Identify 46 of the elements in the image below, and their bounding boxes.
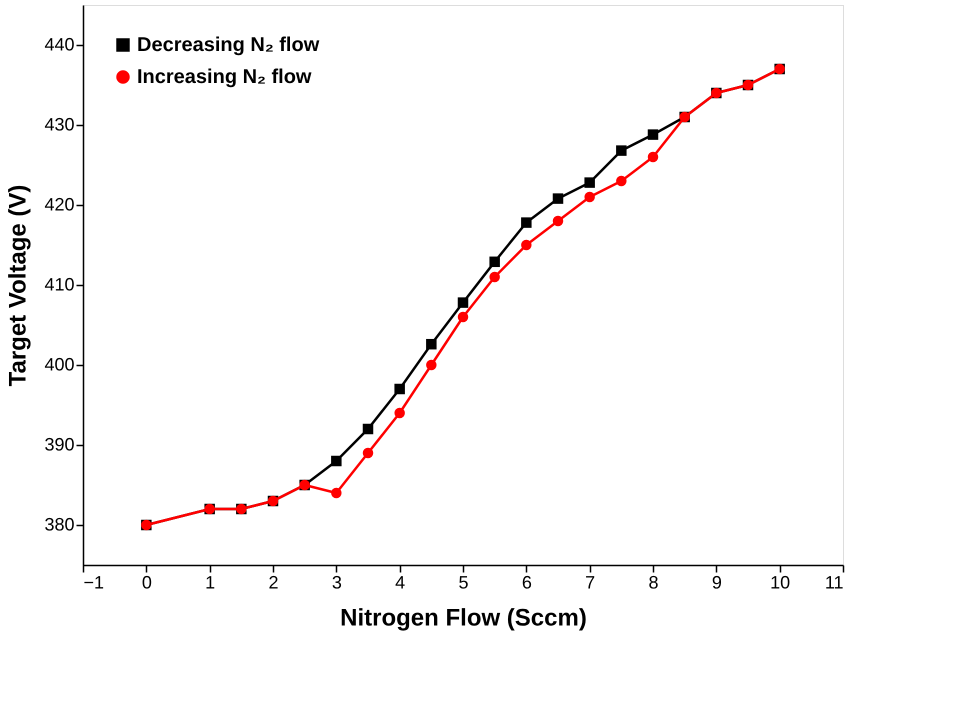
y-tick-label: 410: [44, 274, 74, 294]
point: [489, 272, 500, 282]
x-tick-label: 4: [395, 572, 406, 592]
point: [394, 384, 405, 394]
point: [584, 177, 595, 188]
point: [426, 360, 437, 370]
point: [331, 488, 342, 498]
y-tick-label: 440: [44, 34, 74, 54]
x-tick-label: 1: [205, 572, 216, 592]
legend-label: Increasing N₂ flow: [137, 66, 312, 88]
point: [552, 193, 564, 204]
legend-label: Decreasing N₂ flow: [137, 34, 320, 56]
y-tick-label: 430: [44, 114, 74, 134]
x-tick-label: 5: [458, 572, 469, 592]
point: [331, 456, 342, 466]
x-tick-label: 2: [268, 572, 279, 592]
x-tick-label: 7: [585, 572, 596, 592]
point: [616, 176, 627, 186]
point: [521, 217, 532, 228]
point: [552, 216, 564, 226]
x-tick-label: 0: [142, 572, 152, 592]
y-tick-label: 400: [44, 354, 74, 374]
x-tick-label: 9: [712, 572, 722, 592]
x-tick-label: 3: [332, 572, 342, 592]
point: [521, 240, 532, 250]
point: [489, 256, 500, 268]
x-tick-label: −1: [84, 572, 104, 592]
y-tick-label: 390: [44, 434, 74, 454]
point: [458, 297, 468, 308]
y-tick-label: 420: [44, 194, 74, 214]
point: [458, 312, 468, 322]
point: [362, 448, 374, 458]
point: [616, 145, 627, 156]
x-tick-label: 10: [770, 572, 790, 592]
point: [426, 338, 437, 350]
point: [648, 129, 658, 140]
y-axis-title: Target Voltage (V): [4, 184, 32, 386]
y-tick-label: 380: [44, 514, 74, 534]
x-tick-label: 11: [824, 572, 844, 592]
point: [584, 192, 595, 202]
point: [362, 424, 374, 434]
x-axis-title: Nitrogen Flow (Sccm): [340, 604, 587, 632]
x-tick-label: 8: [648, 572, 659, 592]
point: [394, 408, 405, 418]
x-tick-label: 6: [522, 572, 532, 592]
point: [648, 152, 658, 162]
